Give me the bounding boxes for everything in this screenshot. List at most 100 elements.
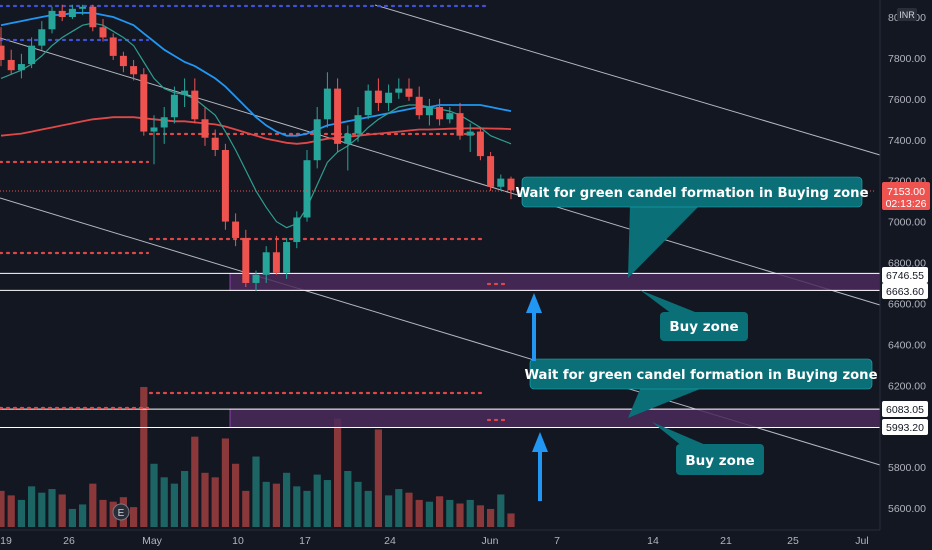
- price-scale-tick-label: 6600.00: [888, 298, 926, 310]
- time-scale-tick-label: 17: [299, 535, 311, 547]
- candle-body: [262, 252, 270, 275]
- candle-body: [99, 27, 107, 38]
- candle: [242, 229, 250, 288]
- volume-bar: [374, 429, 382, 527]
- volume-bar: [507, 513, 515, 527]
- volume-bar: [283, 472, 291, 527]
- price-scale[interactable]: 8000.007800.007600.007400.007200.007000.…: [879, 0, 932, 530]
- candle: [109, 33, 117, 60]
- candle-body: [497, 178, 505, 187]
- callout-upper-text: Wait for green candel formation in Buyin…: [515, 186, 868, 201]
- volume-bar: [68, 508, 76, 527]
- last-price-tag-countdown: 02:13:26: [886, 198, 927, 210]
- volume-bar: [17, 499, 25, 527]
- callout-buy-zone-lower[interactable]: Buy zone: [652, 422, 764, 475]
- candle: [140, 68, 148, 136]
- candle: [323, 72, 331, 128]
- callout-buy-zone-upper[interactable]: Buy zone: [640, 290, 748, 341]
- zone1-top-tag-text: 6746.55: [886, 270, 924, 282]
- candle: [48, 6, 56, 34]
- volume-bar: [191, 436, 199, 527]
- price-scale-tick-label: 7000.00: [888, 217, 926, 229]
- volume-bar: [334, 418, 342, 527]
- buy-zone-lower-box: [676, 444, 764, 475]
- candle: [436, 98, 444, 126]
- candle-body: [507, 178, 515, 191]
- zone-price-tags: 6746.55 6663.60 6083.05 5993.20: [882, 267, 928, 435]
- candle: [252, 270, 260, 292]
- volume-bar: [181, 471, 189, 527]
- volume-bar: [89, 483, 97, 527]
- zone1-bottom-tag-text: 6663.60: [886, 286, 924, 298]
- candle-body: [140, 74, 148, 132]
- candle-body: [364, 90, 372, 116]
- candle: [466, 123, 474, 153]
- zone2-bottom-tag-box: [882, 419, 928, 435]
- candle: [303, 149, 311, 222]
- candle-body: [456, 113, 464, 136]
- candle-body: [119, 55, 127, 67]
- candle-body: [272, 252, 280, 273]
- time-scale-background: [0, 530, 932, 550]
- currency-badge[interactable]: INR: [897, 8, 917, 21]
- buy-zone-2: [229, 408, 881, 428]
- earnings-marker[interactable]: E: [112, 503, 130, 521]
- candle-body: [150, 127, 158, 132]
- currency-badge-box: [897, 8, 917, 21]
- volume-bar: [170, 483, 178, 527]
- candle-body: [446, 113, 454, 120]
- buy-zones[interactable]: [0, 272, 881, 429]
- candle-body: [160, 117, 168, 128]
- candle: [232, 213, 240, 247]
- volume-bar: [415, 499, 423, 527]
- time-scale-tick-label: 21: [720, 535, 732, 547]
- candle: [385, 84, 393, 112]
- candle-body: [58, 10, 66, 17]
- volume-bar: [425, 501, 433, 527]
- price-scale-tick-label: 6400.00: [888, 339, 926, 351]
- candle: [28, 37, 36, 69]
- arrow-lower[interactable]: [532, 432, 548, 501]
- callout-lower[interactable]: Wait for green candel formation in Buyin…: [524, 358, 878, 418]
- volume-bar: [232, 463, 240, 527]
- candle-body: [130, 66, 138, 75]
- price-scale-tick-label: 5600.00: [888, 503, 926, 515]
- candle-body: [211, 137, 219, 150]
- callout-upper-pointer: [628, 205, 700, 278]
- candle: [17, 53, 25, 79]
- candle-body: [252, 274, 260, 283]
- volume-bar: [160, 477, 168, 527]
- volume-bar: [456, 503, 464, 527]
- time-scale[interactable]: 19 26 May 10 17 24 Jun 7 14 21 25 Jul: [0, 529, 932, 550]
- volume-bar: [293, 486, 301, 527]
- volume-bar: [7, 495, 15, 527]
- candle-body: [232, 221, 240, 238]
- candle: [374, 78, 382, 112]
- volume-bar: [313, 474, 321, 527]
- candle: [293, 211, 301, 249]
- candle: [119, 51, 127, 73]
- volume-bar: [262, 481, 270, 527]
- volume-bar: [0, 490, 5, 527]
- ema-mid-line: [0, 12, 512, 137]
- candle: [38, 21, 46, 50]
- price-scale-tick-label: 5800.00: [888, 462, 926, 474]
- candle-body: [487, 156, 495, 187]
- time-scale-tick-label: May: [142, 535, 163, 547]
- candle-body: [181, 90, 189, 95]
- candle-body: [405, 88, 413, 97]
- callout-upper[interactable]: Wait for green candel formation in Buyin…: [515, 176, 869, 278]
- candle: [425, 98, 433, 126]
- candle-body: [395, 88, 403, 93]
- time-scale-tick-label: 10: [232, 535, 244, 547]
- arrow-upper[interactable]: [526, 293, 542, 361]
- candle-body: [425, 107, 433, 116]
- volume-bar: [385, 495, 393, 527]
- volume-bar: [446, 499, 454, 527]
- price-scale-tick-label: 7800.00: [888, 53, 926, 65]
- candle-body: [283, 242, 291, 273]
- candle: [476, 127, 484, 161]
- candle-body: [48, 10, 56, 30]
- volume-bar: [211, 477, 219, 527]
